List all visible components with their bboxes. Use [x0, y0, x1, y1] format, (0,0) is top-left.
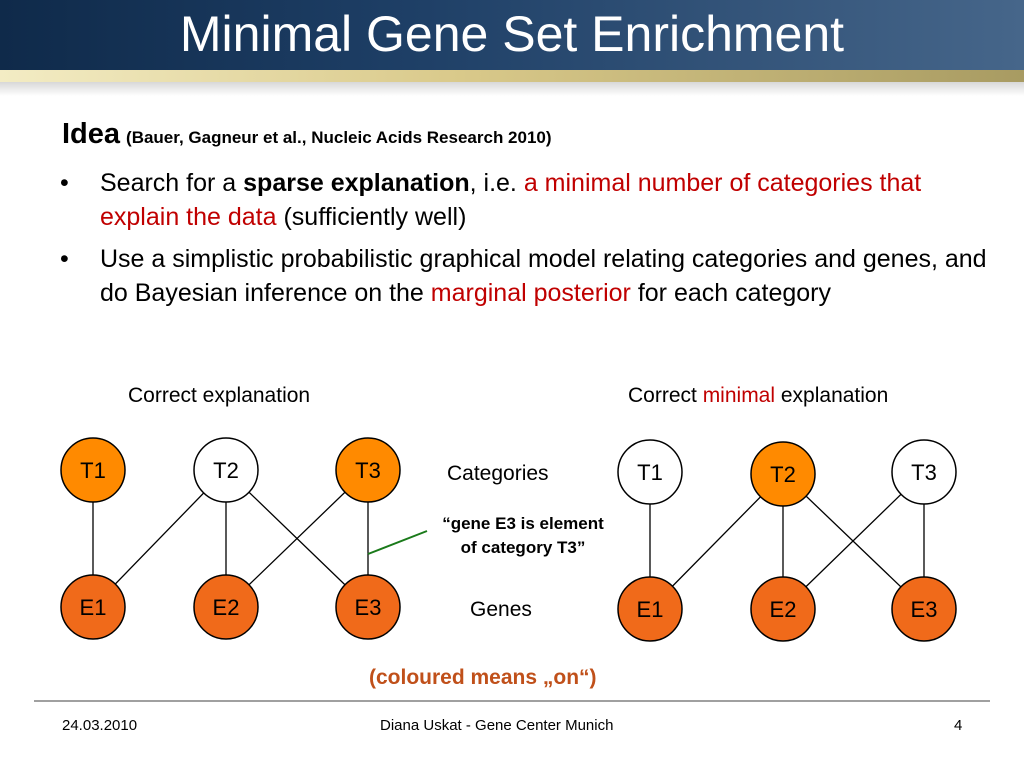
footer-date: 24.03.2010 — [62, 717, 138, 734]
right-category-node-T3: T3 — [891, 439, 957, 505]
slide-title: Minimal Gene Set Enrichment — [179, 6, 845, 62]
left-category-circle — [60, 437, 126, 503]
left-category-node-T1: T1 — [60, 437, 126, 503]
title-bar: Minimal Gene Set Enrichment — [0, 0, 1024, 70]
right-gene-label: E1 — [637, 597, 664, 622]
right-gene-label: E3 — [911, 597, 938, 622]
right-category-circle — [750, 441, 816, 507]
bullet-text: , i.e. — [469, 169, 524, 197]
right-heading-text: explanation — [775, 384, 889, 407]
right-heading-highlight: minimal — [702, 384, 776, 407]
left-gene-circle — [335, 574, 401, 640]
right-category-node-T2: T2 — [750, 441, 816, 507]
left-gene-circle — [60, 574, 126, 640]
right-category-node-T1: T1 — [617, 439, 683, 505]
left-gene-circle — [193, 574, 259, 640]
right-gene-circle — [891, 576, 957, 642]
bullet-text: for each category — [630, 279, 832, 307]
right-gene-label: E2 — [770, 597, 797, 622]
bullet-list: • Search for a sparse explanation, i.e. … — [60, 166, 1000, 318]
annotation-line: of category T3” — [460, 538, 586, 557]
right-heading-text: Correct — [628, 384, 703, 407]
legend-note: (coloured means „on“) — [369, 666, 597, 689]
right-edge-T3-E2 — [782, 471, 925, 610]
title-accent-stripe — [0, 70, 1024, 82]
bullet-text: (sufficiently well) — [276, 203, 467, 231]
right-category-label: T1 — [637, 460, 663, 485]
left-gene-label: E2 — [213, 595, 240, 620]
left-category-node-T2: T2 — [193, 437, 259, 503]
left-gene-label: E3 — [355, 595, 382, 620]
bullet-text: Use a simplistic probabilistic graphical… — [100, 245, 987, 307]
right-category-circle — [891, 439, 957, 505]
bullet-bold-text: sparse explanation — [243, 169, 470, 197]
categories-row-label: Categories — [447, 462, 549, 485]
left-gene-node-E1: E1 — [60, 574, 126, 640]
left-gene-node-E3: E3 — [335, 574, 401, 640]
footer-divider — [34, 700, 990, 702]
right-category-label: T2 — [770, 462, 796, 487]
idea-citation: (Bauer, Gagneur et al., Nucleic Acids Re… — [126, 128, 552, 147]
membership-annotation: “gene E3 is element of category T3” — [418, 512, 628, 560]
bullet-icon: • — [60, 169, 69, 197]
left-category-circle — [335, 437, 401, 503]
title-shadow — [0, 82, 1024, 96]
left-diagram-heading: Correct explanation — [128, 384, 311, 407]
left-gene-node-E2: E2 — [193, 574, 259, 640]
left-edge-T3-E2 — [225, 469, 369, 608]
annotation-pointer-line — [367, 530, 428, 555]
bullet-highlight: marginal posterior — [430, 279, 631, 307]
left-category-label: T2 — [213, 458, 239, 483]
right-gene-node-E2: E2 — [750, 576, 816, 642]
right-gene-node-E1: E1 — [617, 576, 683, 642]
right-category-label: T3 — [911, 460, 937, 485]
idea-label: Idea — [62, 118, 121, 150]
graph-nodes: T1 T2 T3 E1 E2 E3 T1 T2 T3 E1 E2 E3 — [60, 437, 957, 642]
idea-heading: Idea (Bauer, Gagneur et al., Nucleic Acid… — [62, 118, 552, 151]
left-category-circle — [193, 437, 259, 503]
bullet-item: • Search for a sparse explanation, i.e. … — [60, 166, 1000, 234]
left-category-label: T3 — [355, 458, 381, 483]
bullet-item: • Use a simplistic probabilistic graphic… — [60, 242, 1000, 310]
genes-row-label: Genes — [470, 598, 532, 621]
right-diagram-heading: Correct minimal explanation — [628, 384, 888, 408]
left-category-label: T1 — [80, 458, 106, 483]
footer-author: Diana Uskat - Gene Center Munich — [380, 717, 614, 734]
right-category-circle — [617, 439, 683, 505]
left-gene-label: E1 — [80, 595, 107, 620]
right-gene-node-E3: E3 — [891, 576, 957, 642]
right-gene-circle — [750, 576, 816, 642]
bullet-icon: • — [60, 245, 69, 273]
annotation-line: “gene E3 is element — [442, 514, 604, 533]
footer-page-number: 4 — [954, 717, 963, 734]
left-category-node-T3: T3 — [335, 437, 401, 503]
right-gene-circle — [617, 576, 683, 642]
bullet-highlight: a minimal number of categories that expl… — [100, 169, 922, 231]
bullet-text: Search for a — [100, 169, 244, 197]
